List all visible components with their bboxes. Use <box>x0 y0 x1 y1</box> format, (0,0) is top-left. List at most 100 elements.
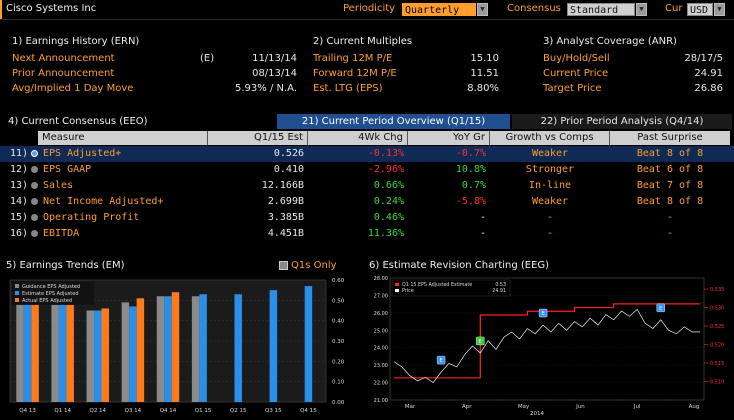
col-measure[interactable]: Measure <box>38 131 208 145</box>
marker-label: E <box>479 339 482 345</box>
estimate-revision-title[interactable]: 6) Estimate Revision Charting (EEG) <box>369 260 550 271</box>
tab-prior-period[interactable]: 22) Prior Period Analysis (Q4/14) <box>512 114 732 129</box>
currency-select[interactable]: USD <box>687 3 713 16</box>
consensus-row[interactable]: 15) Operating Profit 3.385B 0.46% - - - <box>0 210 734 226</box>
chart-legend: Q1 15 EPS Adjusted Estimate 0.53 Price 24.9… <box>391 279 511 297</box>
radio-icon[interactable] <box>31 230 38 237</box>
bar-estimate-eps-adjusted <box>269 290 278 402</box>
col-4wk-chg[interactable]: 4Wk Chg <box>308 131 408 145</box>
current-multiples-panel: Trailing 12M P/E 15.10 Forward 12M P/E 1… <box>313 51 499 96</box>
col-yoy[interactable]: YoY Gr <box>408 131 490 145</box>
month-label: May <box>518 404 530 410</box>
month-label: Jul <box>633 404 641 410</box>
current-price-value: 24.91 <box>694 68 723 79</box>
legend-box <box>391 279 511 297</box>
legend-swatch <box>395 289 399 292</box>
analyst-coverage-title[interactable]: 3) Analyst Coverage (ANR) <box>543 36 677 47</box>
y-tick-label: 0.30 <box>332 339 345 345</box>
y-tick-label: 0.10 <box>332 380 345 386</box>
bar-estimate-eps-adjusted <box>304 286 313 402</box>
legend-swatch <box>15 291 19 295</box>
measure-name: EPS Adjusted+ <box>43 148 122 159</box>
radio-icon[interactable] <box>31 166 38 173</box>
col-surprise[interactable]: Past Surprise <box>610 131 730 145</box>
earnings-trends-title[interactable]: 5) Earnings Trends (EM) <box>6 260 125 271</box>
radio-icon[interactable] <box>31 182 38 189</box>
q1s-only-checkbox[interactable] <box>279 261 288 270</box>
earnings-marker-icon <box>476 336 485 346</box>
four-week-change: -2.96% <box>367 164 404 175</box>
legend-label: Guidance EPS Adjusted <box>22 284 80 290</box>
col-growth[interactable]: Growth vs Comps <box>490 131 610 145</box>
x-tick-label: Q1 14 <box>54 408 71 414</box>
legend-swatch <box>15 284 19 288</box>
past-surprise: Beat 6 of 8 <box>636 164 704 175</box>
four-week-change: 11.36% <box>367 228 404 239</box>
consensus-row[interactable]: 14) Net Income Adjusted+ 2.699B 0.24% -5.8% W… <box>0 194 734 210</box>
bar-estimate-eps-adjusted <box>164 296 172 402</box>
earnings-trends-chart[interactable]: 0.00 0.10 0.20 0.30 0.40 0.50 0.60 Q4 13 Q1 14 Q2… <box>4 274 362 420</box>
periodicity-select[interactable]: Quarterly <box>402 3 476 16</box>
consensus-title[interactable]: 4) Current Consensus (EEO) <box>8 116 148 127</box>
measure-name: Sales <box>43 180 74 191</box>
target-price-row: Target Price 26.86 <box>543 81 723 96</box>
currency-dropdown-icon[interactable]: ▼ <box>714 3 725 16</box>
radio-icon[interactable] <box>31 198 38 205</box>
yoy-growth: 0.7% <box>461 180 486 191</box>
left-tick-label: 25.00 <box>374 328 388 334</box>
consensus-select[interactable]: Standard <box>567 3 635 16</box>
bar-estimate-eps-adjusted <box>234 294 242 402</box>
estimate-value: 0.526 <box>273 148 304 159</box>
col-est[interactable]: Q1/15 Est <box>208 131 308 145</box>
consensus-row[interactable]: 13) Sales 12.166B 0.66% 0.7% In-line Beat 7 of… <box>0 178 734 194</box>
bar-guidance-eps-adjusted <box>51 304 59 402</box>
consensus-row[interactable]: 16) EBITDA 4.451B 11.36% - - - <box>0 226 734 242</box>
periodicity-dropdown-icon[interactable]: ▼ <box>477 3 488 16</box>
y-tick-label: 0.00 <box>332 400 345 406</box>
bar-estimate-eps-adjusted <box>199 294 207 402</box>
past-surprise: Beat 8 of 8 <box>636 148 704 159</box>
legend-value: 0.53 <box>495 282 506 288</box>
next-announcement-value: 11/13/14 <box>252 53 297 64</box>
security-title: Cisco Systems Inc <box>6 3 97 14</box>
estimate-revision-chart[interactable]: 21.00 22.00 23.00 24.00 25.00 26.00 27.00 28.00… <box>366 274 734 420</box>
radio-icon[interactable] <box>31 214 38 221</box>
right-tick-label: 0.520 <box>710 343 724 349</box>
radio-selected-icon[interactable] <box>31 150 38 157</box>
earnings-marker-icon <box>538 308 548 318</box>
x-tick-label: Q3 15 <box>265 408 282 414</box>
legend-box <box>12 281 94 305</box>
four-week-change: 0.24% <box>373 196 404 207</box>
growth-vs-comps: In-line <box>528 180 572 191</box>
current-multiples-title[interactable]: 2) Current Multiples <box>313 36 413 47</box>
bar-actual-eps-adjusted <box>66 304 74 402</box>
bar-actual-eps-adjusted <box>136 298 145 402</box>
earnings-marker-icon <box>656 303 665 313</box>
bar-estimate-eps-adjusted <box>94 310 102 402</box>
prior-announcement-row: Prior Announcement 08/13/14 <box>12 66 297 81</box>
legend-swatch <box>15 298 19 302</box>
trailing-pe-value: 15.10 <box>470 53 499 64</box>
right-tick-label: 0.530 <box>710 306 724 312</box>
consensus-row[interactable]: 11) EPS Adjusted+ 0.526 -0.13% -0.7% Weaker Be… <box>0 146 734 162</box>
bar-estimate-eps-adjusted <box>129 306 137 402</box>
consensus-row[interactable]: 12) EPS GAAP 0.410 -2.96% 10.8% Stronger Beat … <box>0 162 734 178</box>
currency-label: Cur <box>665 3 683 14</box>
marker-label: E <box>541 311 544 317</box>
trailing-pe-row: Trailing 12M P/E 15.10 <box>313 51 499 66</box>
y-tick-label: 0.60 <box>332 278 345 284</box>
prior-announcement-label: Prior Announcement <box>12 68 115 79</box>
tab-current-period[interactable]: 21) Current Period Overview (Q1/15) <box>277 114 510 129</box>
top-bar <box>0 0 734 20</box>
bar-actual-eps-adjusted <box>31 304 39 402</box>
row-number: 16) <box>10 228 29 239</box>
four-week-change: -0.13% <box>367 148 404 159</box>
earnings-history-title[interactable]: 1) Earnings History (ERN) <box>12 36 140 47</box>
right-tick-label: 0.510 <box>710 380 724 386</box>
bar-guidance-eps-adjusted <box>16 304 24 402</box>
y-tick-label: 0.20 <box>332 359 345 365</box>
yoy-growth: - <box>479 212 486 223</box>
consensus-dropdown-icon[interactable]: ▼ <box>636 3 647 16</box>
x-tick-label: Q4 14 <box>160 408 177 414</box>
